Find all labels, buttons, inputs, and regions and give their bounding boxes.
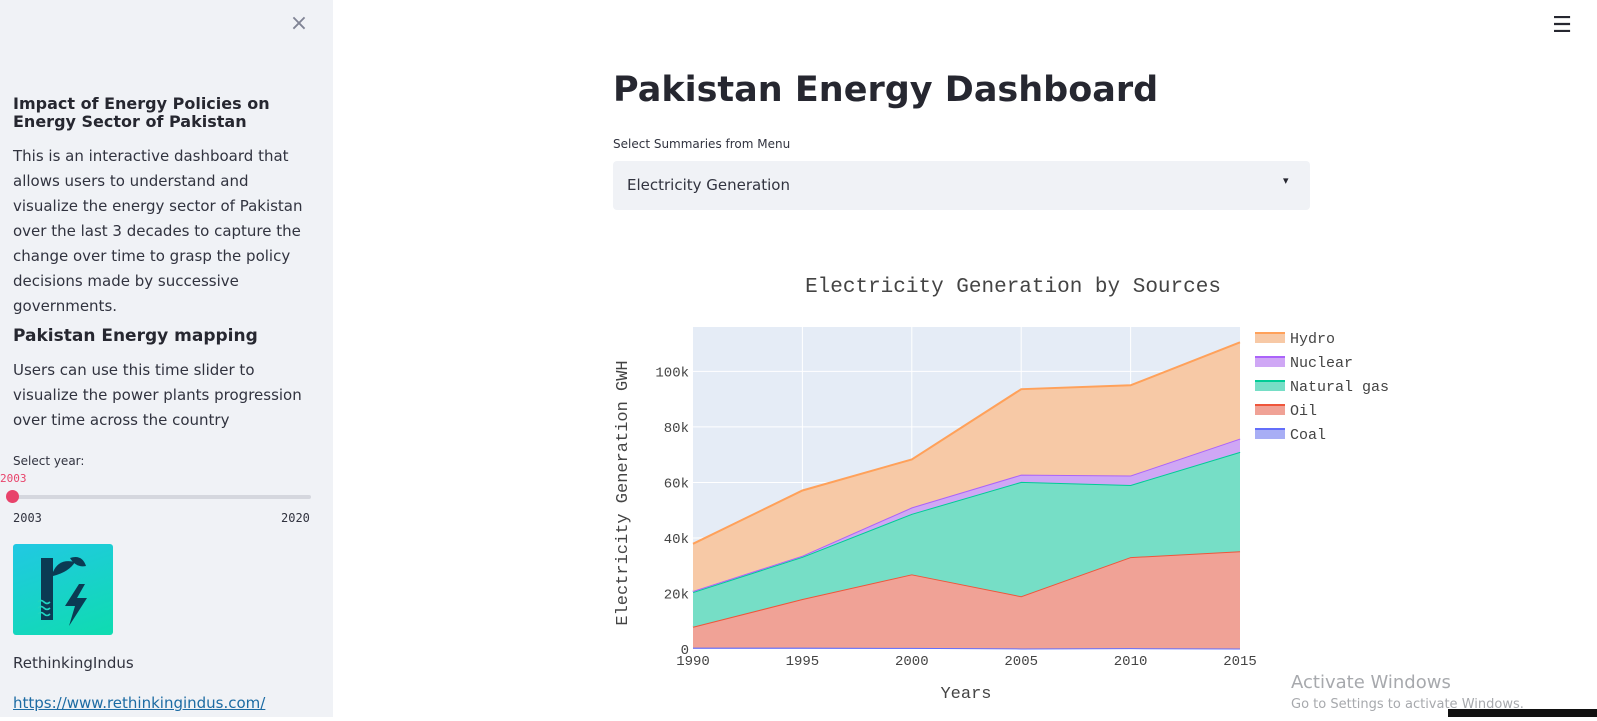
legend-label: Nuclear	[1290, 355, 1353, 372]
year-slider-label: Select year:	[13, 454, 85, 468]
hamburger-menu-icon[interactable]: ☰	[1552, 13, 1572, 38]
y-tick-label: 40k	[664, 532, 689, 548]
x-tick-label: 1995	[786, 654, 820, 670]
taskbar-fragment	[1448, 709, 1597, 717]
year-slider-min: 2003	[13, 511, 42, 525]
area-natural-gas	[693, 451, 1240, 627]
close-sidebar-icon[interactable]: ×	[289, 11, 309, 36]
sidebar-section1-title: Impact of Energy Policies on Energy Sect…	[13, 94, 270, 131]
legend-label: Natural gas	[1290, 379, 1389, 396]
x-tick-label: 2000	[895, 654, 929, 670]
x-tick-label: 2005	[1004, 654, 1038, 670]
website-link[interactable]: https://www.rethinkingindus.com/	[13, 694, 266, 712]
y-tick-label: 0	[681, 643, 689, 659]
chart-title: Electricity Generation by Sources	[805, 276, 1221, 299]
year-slider-thumb[interactable]	[6, 490, 19, 503]
legend-item-nuclear[interactable]: Nuclear	[1255, 355, 1353, 372]
activate-windows-title: Activate Windows	[1291, 672, 1451, 693]
legend-swatch	[1255, 333, 1285, 343]
area-oil	[693, 551, 1240, 649]
x-tick-label: 2015	[1223, 654, 1257, 670]
y-tick-label: 100k	[655, 365, 689, 381]
year-slider-track[interactable]	[13, 495, 311, 499]
sidebar: × Impact of Energy Policies on Energy Se…	[0, 0, 333, 717]
sidebar-section2-text: Users can use this time slider to visual…	[13, 361, 302, 429]
x-tick-label: 2010	[1114, 654, 1148, 670]
logo-name: RethinkingIndus	[13, 654, 134, 672]
sidebar-section1-text: This is an interactive dashboard that al…	[13, 147, 303, 315]
legend-swatch	[1255, 405, 1285, 415]
select-label: Select Summaries from Menu	[613, 137, 791, 151]
line-hydro	[692, 341, 1241, 545]
y-axis-label: Electricity Generation GWH	[614, 360, 633, 625]
y-tick-label: 80k	[664, 421, 689, 437]
x-tick-label: 1990	[676, 654, 710, 670]
legend-swatch	[1255, 357, 1285, 367]
legend-item-coal[interactable]: Coal	[1255, 427, 1326, 444]
legend-label: Oil	[1290, 403, 1317, 420]
summary-select[interactable]: Electricity Generation ▾	[613, 161, 1310, 210]
area-hydro	[693, 342, 1240, 591]
x-axis-label: Years	[940, 685, 991, 704]
legend-swatch	[1255, 429, 1285, 439]
chart-svg: 0 20k 40k 60k 80k 100k 1990 1995 2000 2005 2010 201…	[614, 276, 1389, 704]
y-tick-label: 60k	[664, 476, 689, 492]
rethinkingindus-logo-icon	[13, 544, 113, 635]
select-value: Electricity Generation	[627, 176, 790, 194]
sidebar-section2-title: Pakistan Energy mapping	[13, 326, 258, 346]
y-tick-label: 20k	[664, 587, 689, 603]
electricity-generation-chart: 0 20k 40k 60k 80k 100k 1990 1995 2000 2005 2010 201…	[605, 255, 1405, 717]
area-nuclear	[693, 438, 1240, 593]
legend-label: Coal	[1290, 427, 1326, 444]
legend-label: Hydro	[1290, 331, 1335, 348]
legend-item-hydro[interactable]: Hydro	[1255, 331, 1335, 348]
chevron-down-icon: ▾	[1283, 174, 1289, 187]
year-slider-value: 2003	[0, 472, 27, 485]
page-title: Pakistan Energy Dashboard	[613, 70, 1159, 110]
activate-windows-subtitle: Go to Settings to activate Windows.	[1291, 697, 1524, 712]
legend-item-natural-gas[interactable]: Natural gas	[1255, 379, 1389, 396]
legend-swatch	[1255, 381, 1285, 391]
legend-item-oil[interactable]: Oil	[1255, 403, 1317, 420]
year-slider-max: 2020	[281, 511, 310, 525]
